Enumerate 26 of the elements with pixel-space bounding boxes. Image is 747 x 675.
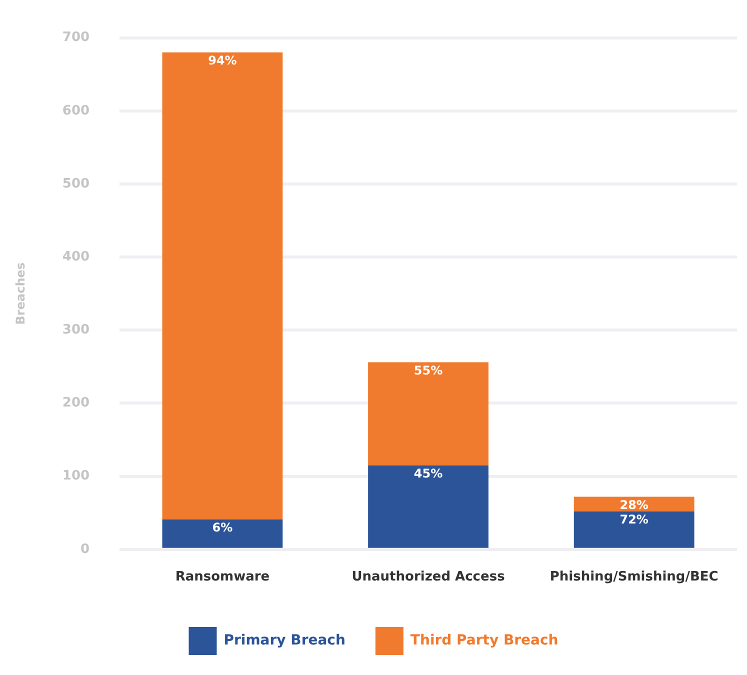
bar <box>368 362 488 466</box>
x-tick-label: Phishing/Smishing/BEC <box>550 570 718 585</box>
legend-label: Third Party Breach <box>410 632 558 649</box>
annotation: 45% <box>414 466 443 480</box>
y-tick-label: 600 <box>62 103 90 118</box>
bar <box>574 511 694 548</box>
y-tick-label: 200 <box>62 396 90 411</box>
annotation: 94% <box>208 54 237 68</box>
y-tick-label: 500 <box>62 176 90 192</box>
x-tick-label: Unauthorized Access <box>352 570 506 585</box>
bar <box>162 52 283 520</box>
y-tick-label: 300 <box>62 322 90 338</box>
annotation: 28% <box>620 498 648 512</box>
annotation: 55% <box>414 363 443 378</box>
legend-label: Primary Breach <box>224 632 346 649</box>
bar <box>574 496 694 512</box>
y-axis-title: Breaches <box>13 262 28 325</box>
x-tick-label: Ransomware <box>175 570 270 585</box>
annotation: 72% <box>620 512 648 527</box>
bar <box>162 519 283 548</box>
annotation: 6% <box>212 520 233 535</box>
y-tick-label: 400 <box>62 249 90 264</box>
y-tick-label: 700 <box>62 30 90 46</box>
y-tick-label: 100 <box>62 468 90 484</box>
bar <box>368 465 488 548</box>
y-tick-label: 0 <box>80 542 90 557</box>
